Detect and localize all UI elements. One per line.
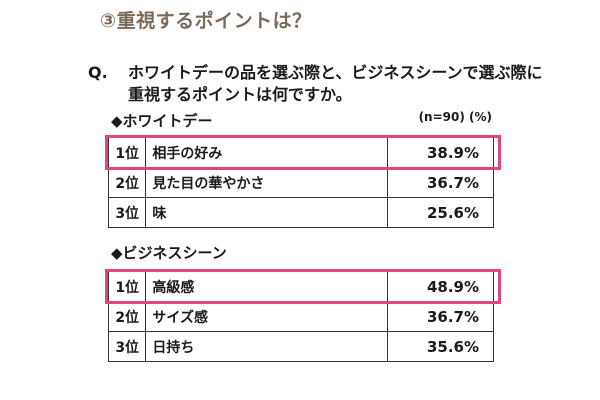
percent-cell: 38.9%	[386, 137, 495, 168]
rank-cell: 1位	[107, 137, 147, 168]
table-row: 1位 高級感 48.9%	[107, 271, 495, 302]
business-ranking-table: 1位 高級感 48.9% 2位 サイズ感 36.7% 3位 日持ち 35.6%	[107, 271, 495, 362]
item-cell: 高級感	[145, 271, 388, 302]
question-marker: Q.	[88, 63, 108, 82]
table-row: 2位 見た目の華やかさ 36.7%	[107, 167, 495, 198]
rank-cell: 3位	[107, 197, 147, 228]
section-label-whiteday: ◆ホワイトデー	[111, 112, 213, 130]
item-cell: 見た目の華やかさ	[145, 167, 388, 198]
question-text: ホワイトデーの品を選ぶ際と、ビジネスシーンで選ぶ際に重視するポイントは何ですか。	[128, 63, 543, 104]
whiteday-ranking-table: 1位 相手の好み 38.9% 2位 見た目の華やかさ 36.7% 3位 味 25…	[107, 137, 495, 228]
rank-cell: 1位	[107, 271, 147, 302]
item-cell: 相手の好み	[145, 137, 388, 168]
item-cell: 味	[145, 197, 388, 228]
rank-cell: 3位	[107, 331, 147, 362]
sample-size-note: (n=90) (%)	[418, 110, 492, 124]
question: Q. ホワイトデーの品を選ぶ際と、ビジネスシーンで選ぶ際に重視するポイントは何で…	[88, 62, 548, 106]
percent-cell: 25.6%	[386, 197, 495, 228]
item-cell: 日持ち	[145, 331, 388, 362]
percent-cell: 36.7%	[386, 167, 495, 198]
page-heading: ③重視するポイントは？	[100, 10, 312, 32]
table-row: 2位 サイズ感 36.7%	[107, 301, 495, 332]
section-label-business: ◆ビジネスシーン	[111, 244, 227, 262]
percent-cell: 35.6%	[386, 331, 495, 362]
item-cell: サイズ感	[145, 301, 388, 332]
table-row: 3位 味 25.6%	[107, 197, 495, 228]
percent-cell: 48.9%	[386, 271, 495, 302]
table-row: 3位 日持ち 35.6%	[107, 331, 495, 362]
rank-cell: 2位	[107, 167, 147, 198]
percent-cell: 36.7%	[386, 301, 495, 332]
table-row: 1位 相手の好み 38.9%	[107, 137, 495, 168]
rank-cell: 2位	[107, 301, 147, 332]
